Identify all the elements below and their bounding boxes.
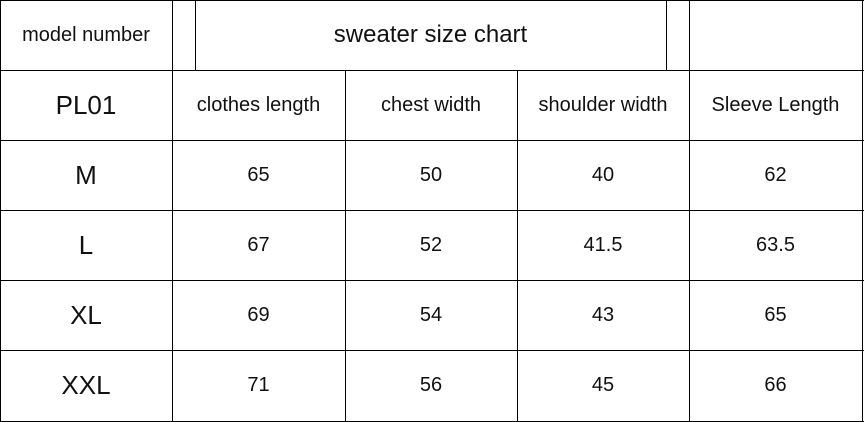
column-divider — [517, 70, 518, 422]
row-divider — [0, 280, 864, 281]
row-divider — [0, 140, 864, 141]
row-divider — [0, 0, 864, 1]
table-cell: 56 — [419, 374, 443, 396]
column-header: shoulder width — [538, 93, 668, 116]
table-cell: 43 — [591, 303, 615, 326]
column-header: Sleeve Length — [711, 93, 840, 116]
column-divider — [862, 0, 863, 422]
size-label: M — [75, 159, 97, 190]
row-divider — [0, 350, 864, 351]
column-divider — [172, 0, 173, 422]
column-divider — [345, 70, 346, 422]
table-cell: 50 — [419, 163, 443, 186]
size-label: XXL — [61, 370, 111, 400]
column-divider — [689, 70, 690, 422]
model-number-label: model number — [22, 23, 150, 46]
table-cell: 69 — [247, 303, 270, 326]
table-cell: 54 — [419, 303, 443, 326]
column-header: clothes length — [196, 93, 321, 116]
column-header: chest width — [380, 93, 482, 116]
title-divider — [195, 0, 196, 70]
table-title: sweater size chart — [333, 21, 528, 48]
table-cell: 67 — [247, 233, 270, 256]
table-cell: 40 — [591, 163, 615, 186]
model-value: PL01 — [55, 89, 117, 120]
table-cell: 62 — [764, 163, 787, 186]
table-cell: 45 — [591, 374, 615, 396]
table-cell: 66 — [764, 374, 787, 396]
table-cell: 41.5 — [583, 233, 623, 256]
title-divider — [689, 0, 690, 70]
row-divider — [0, 210, 864, 211]
table-cell: 63.5 — [756, 233, 795, 256]
table-cell: 71 — [247, 374, 270, 396]
size-label: XL — [70, 299, 102, 330]
column-divider — [0, 0, 1, 422]
title-divider — [666, 0, 667, 70]
size-label: L — [78, 229, 94, 260]
table-cell: 52 — [419, 233, 443, 256]
table-cell: 65 — [764, 303, 787, 326]
row-divider — [0, 70, 864, 71]
table-cell: 65 — [247, 163, 270, 186]
